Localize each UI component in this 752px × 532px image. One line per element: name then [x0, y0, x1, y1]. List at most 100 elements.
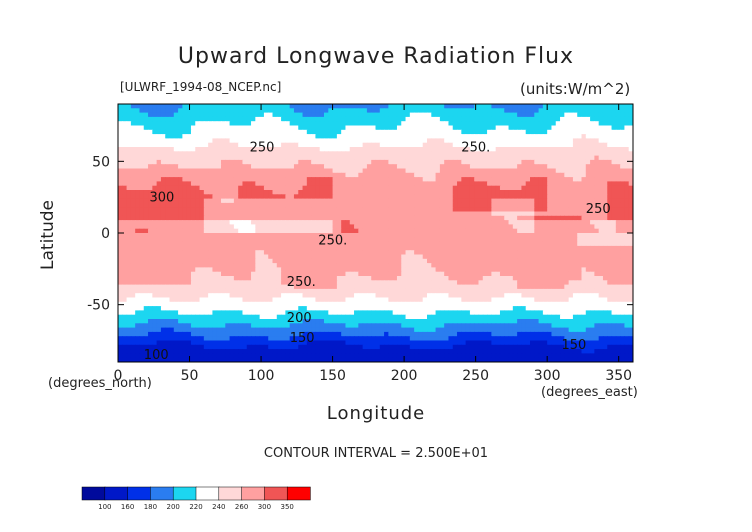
- heatmap-cell: [311, 237, 317, 243]
- heatmap-cell: [242, 263, 248, 268]
- heatmap-cell: [169, 155, 175, 161]
- heatmap-cell: [547, 168, 553, 174]
- heatmap-cell: [384, 215, 389, 221]
- heatmap-cell: [401, 211, 407, 217]
- heatmap-cell: [542, 233, 548, 238]
- heatmap-cell: [504, 198, 510, 204]
- heatmap-cell: [139, 263, 145, 268]
- heatmap-cell: [581, 155, 587, 161]
- heatmap-cell: [435, 215, 441, 221]
- heatmap-cell: [611, 181, 617, 187]
- heatmap-cell: [221, 198, 226, 204]
- heatmap-cell: [568, 271, 574, 277]
- heatmap-cell: [602, 194, 608, 200]
- heatmap-cell: [199, 129, 205, 135]
- heatmap-cell: [319, 207, 325, 213]
- heatmap-cell: [564, 263, 570, 268]
- heatmap-cell: [281, 168, 286, 174]
- heatmap-cell: [268, 138, 274, 144]
- heatmap-cell: [431, 172, 437, 178]
- heatmap-cell: [444, 254, 450, 260]
- heatmap-cell: [242, 185, 248, 191]
- heatmap-cell: [418, 254, 424, 260]
- heatmap-cell: [160, 181, 166, 187]
- heatmap-cell: [594, 116, 600, 122]
- heatmap-cell: [482, 104, 488, 109]
- heatmap-cell: [392, 112, 398, 118]
- heatmap-cell: [354, 125, 359, 131]
- x-unit-label: (degrees_north): [48, 376, 152, 391]
- heatmap-cell: [302, 202, 308, 208]
- heatmap-cell: [251, 258, 256, 264]
- heatmap-cell: [173, 155, 179, 161]
- heatmap-cell: [315, 177, 321, 182]
- heatmap-cell: [538, 233, 544, 238]
- heatmap-cell: [182, 211, 188, 217]
- heatmap-cell: [542, 151, 548, 157]
- heatmap-cell: [517, 228, 523, 234]
- heatmap-cell: [504, 237, 510, 243]
- heatmap-cell: [379, 134, 385, 139]
- heatmap-cell: [229, 237, 235, 243]
- heatmap-cell: [366, 202, 372, 208]
- heatmap-cell: [422, 138, 428, 144]
- heatmap-cell: [508, 198, 514, 204]
- heatmap-cell: [538, 258, 544, 264]
- heatmap-cell: [547, 129, 553, 135]
- heatmap-cell: [422, 250, 428, 256]
- heatmap-cell: [530, 258, 535, 264]
- heatmap-cell: [263, 172, 269, 178]
- heatmap-cell: [156, 241, 162, 247]
- heatmap-cell: [362, 185, 368, 191]
- heatmap-cell: [225, 104, 231, 109]
- heatmap-cell: [538, 194, 544, 200]
- heatmap-cell: [285, 185, 291, 191]
- heatmap-cell: [521, 129, 527, 135]
- heatmap-cell: [354, 112, 359, 118]
- heatmap-cell: [585, 233, 591, 238]
- heatmap-cell: [195, 258, 201, 264]
- heatmap-cell: [521, 142, 527, 148]
- heatmap-cell: [221, 172, 226, 178]
- heatmap-cell: [555, 181, 561, 187]
- heatmap-cell: [418, 168, 424, 174]
- heatmap-cell: [469, 142, 475, 148]
- heatmap-cell: [190, 116, 196, 122]
- heatmap-cell: [371, 215, 377, 221]
- heatmap-cell: [517, 121, 523, 127]
- heatmap-cell: [143, 237, 149, 243]
- heatmap-cell: [422, 121, 428, 127]
- heatmap-cell: [203, 164, 209, 170]
- heatmap-cell: [160, 129, 166, 135]
- heatmap-cell: [371, 168, 377, 174]
- heatmap-cell: [298, 155, 304, 161]
- heatmap-cell: [564, 159, 570, 165]
- heatmap-cell: [564, 190, 570, 195]
- heatmap-cell: [195, 271, 201, 277]
- heatmap-cell: [165, 220, 171, 225]
- heatmap-cell: [555, 224, 561, 230]
- heatmap-cell: [607, 159, 613, 165]
- heatmap-cell: [594, 198, 600, 204]
- heatmap-cell: [564, 245, 570, 251]
- heatmap-cell: [474, 224, 480, 230]
- heatmap-cell: [392, 151, 398, 157]
- heatmap-cell: [542, 271, 548, 277]
- heatmap-cell: [139, 267, 145, 273]
- heatmap-cell: [422, 112, 428, 118]
- heatmap-cell: [414, 164, 420, 170]
- heatmap-cell: [255, 147, 261, 152]
- heatmap-cell: [457, 121, 462, 127]
- heatmap-cell: [139, 164, 145, 170]
- heatmap-cell: [324, 276, 329, 281]
- heatmap-cell: [306, 151, 312, 157]
- heatmap-cell: [611, 164, 617, 170]
- heatmap-cell: [581, 263, 587, 268]
- heatmap-cell: [251, 237, 256, 243]
- heatmap-cell: [118, 104, 123, 109]
- heatmap-cell: [259, 112, 265, 118]
- heatmap-cell: [366, 224, 372, 230]
- heatmap-cell: [615, 250, 621, 256]
- heatmap-cell: [122, 258, 128, 264]
- heatmap-cell: [281, 254, 286, 260]
